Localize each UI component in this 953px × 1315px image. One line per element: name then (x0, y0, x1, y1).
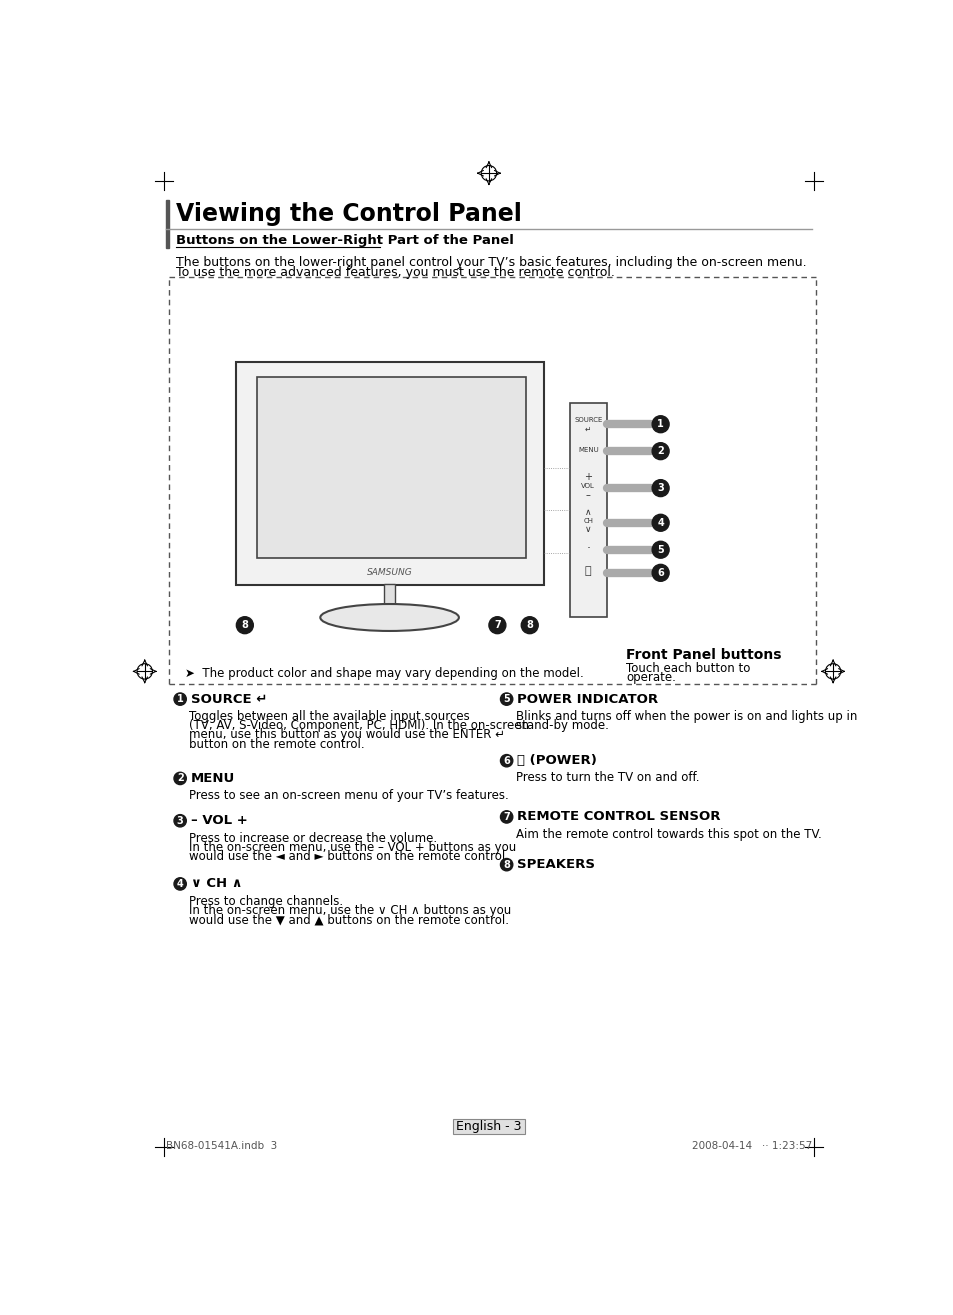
Text: Viewing the Control Panel: Viewing the Control Panel (175, 203, 521, 226)
Text: stand-by mode.: stand-by mode. (516, 719, 608, 732)
Text: would use the ◄ and ► buttons on the remote control.: would use the ◄ and ► buttons on the rem… (190, 849, 509, 863)
Text: In the on-screen menu, use the ∨ CH ∧ buttons as you: In the on-screen menu, use the ∨ CH ∧ bu… (190, 903, 511, 917)
Text: Front Panel buttons: Front Panel buttons (625, 648, 781, 663)
Text: ➤  The product color and shape may vary depending on the model.: ➤ The product color and shape may vary d… (185, 667, 583, 680)
Text: 8: 8 (241, 621, 248, 630)
Circle shape (652, 416, 668, 433)
Text: REMOTE CONTROL SENSOR: REMOTE CONTROL SENSOR (517, 810, 720, 823)
Text: ↵: ↵ (584, 425, 591, 434)
Text: 6: 6 (657, 568, 663, 577)
Text: would use the ▼ and ▲ buttons on the remote control.: would use the ▼ and ▲ buttons on the rem… (190, 913, 509, 926)
Text: 5: 5 (657, 544, 663, 555)
Circle shape (520, 617, 537, 634)
Text: 7: 7 (503, 811, 510, 822)
Text: VOL: VOL (580, 483, 595, 489)
Bar (453, 1119, 524, 1134)
Text: SOURCE ↵: SOURCE ↵ (191, 693, 267, 706)
Text: ∨: ∨ (584, 525, 591, 534)
Circle shape (173, 693, 186, 705)
Text: menu, use this button as you would use the ENTER ↵: menu, use this button as you would use t… (190, 729, 505, 742)
Text: Press to turn the TV on and off.: Press to turn the TV on and off. (516, 772, 699, 785)
Circle shape (652, 443, 668, 460)
Text: Buttons on the Lower-Right Part of the Panel: Buttons on the Lower-Right Part of the P… (175, 234, 513, 247)
Bar (235, 362, 543, 585)
Circle shape (173, 877, 186, 890)
Text: +: + (583, 472, 592, 481)
Text: 3: 3 (657, 483, 663, 493)
Text: ∧: ∧ (584, 509, 591, 517)
Text: 2008-04-14   ·· 1:23:57: 2008-04-14 ·· 1:23:57 (691, 1140, 811, 1151)
Text: 8: 8 (502, 860, 510, 869)
Text: ∨ CH ∧: ∨ CH ∧ (191, 877, 242, 890)
Text: The buttons on the lower-right panel control your TV’s basic features, including: The buttons on the lower-right panel con… (175, 255, 805, 268)
Circle shape (652, 542, 668, 558)
Text: 4: 4 (657, 518, 663, 527)
Text: –: – (585, 490, 590, 500)
Text: 3: 3 (176, 815, 183, 826)
Text: SAMSUNG: SAMSUNG (366, 568, 412, 576)
Bar (384, 584, 395, 615)
Bar (166, 200, 170, 249)
Text: ⏻ (POWER): ⏻ (POWER) (517, 755, 597, 767)
Bar (569, 404, 606, 618)
Text: ⏻: ⏻ (584, 567, 591, 576)
Text: 7: 7 (494, 621, 500, 630)
Text: Blinks and turns off when the power is on and lights up in: Blinks and turns off when the power is o… (516, 710, 857, 723)
Text: Press to increase or decrease the volume.: Press to increase or decrease the volume… (190, 831, 437, 844)
Text: BN68-01541A.indb  3: BN68-01541A.indb 3 (166, 1140, 276, 1151)
Text: POWER INDICATOR: POWER INDICATOR (517, 693, 658, 706)
Circle shape (500, 693, 513, 705)
Text: To use the more advanced features, you must use the remote control.: To use the more advanced features, you m… (175, 267, 614, 279)
Circle shape (488, 617, 505, 634)
Circle shape (236, 617, 253, 634)
Text: 2: 2 (176, 773, 183, 784)
Text: Press to change channels.: Press to change channels. (190, 894, 343, 907)
Text: 5: 5 (503, 694, 510, 704)
Text: Touch each button to: Touch each button to (625, 663, 750, 675)
Text: CH: CH (582, 518, 593, 525)
Circle shape (652, 480, 668, 497)
Text: MENU: MENU (578, 447, 598, 452)
Text: Aim the remote control towards this spot on the TV.: Aim the remote control towards this spot… (516, 827, 821, 840)
Circle shape (500, 755, 513, 767)
Text: SOURCE: SOURCE (574, 417, 601, 423)
Text: 1: 1 (176, 694, 183, 704)
Ellipse shape (320, 604, 458, 631)
Circle shape (652, 564, 668, 581)
Text: Toggles between all the available input sources: Toggles between all the available input … (190, 710, 470, 723)
Text: 6: 6 (503, 756, 510, 765)
Circle shape (173, 814, 186, 827)
Text: English - 3: English - 3 (456, 1120, 521, 1134)
Text: MENU: MENU (191, 772, 235, 785)
Text: ·: · (586, 542, 590, 555)
Text: 8: 8 (526, 621, 533, 630)
Text: (TV, AV, S-Video, Component, PC, HDMI). In the on-screen: (TV, AV, S-Video, Component, PC, HDMI). … (190, 719, 529, 732)
Text: operate.: operate. (625, 672, 675, 684)
Circle shape (500, 859, 513, 871)
Text: 2: 2 (657, 446, 663, 456)
Text: SPEAKERS: SPEAKERS (517, 859, 595, 871)
Text: button on the remote control.: button on the remote control. (190, 738, 365, 751)
Text: – VOL +: – VOL + (191, 814, 248, 827)
Circle shape (500, 811, 513, 823)
Circle shape (173, 772, 186, 785)
Text: 4: 4 (176, 878, 183, 889)
Text: In the on-screen menu, use the – VOL + buttons as you: In the on-screen menu, use the – VOL + b… (190, 840, 517, 853)
Text: 1: 1 (657, 419, 663, 429)
Bar (257, 377, 525, 558)
Circle shape (652, 514, 668, 531)
Text: Press to see an on-screen menu of your TV’s features.: Press to see an on-screen menu of your T… (190, 789, 509, 802)
